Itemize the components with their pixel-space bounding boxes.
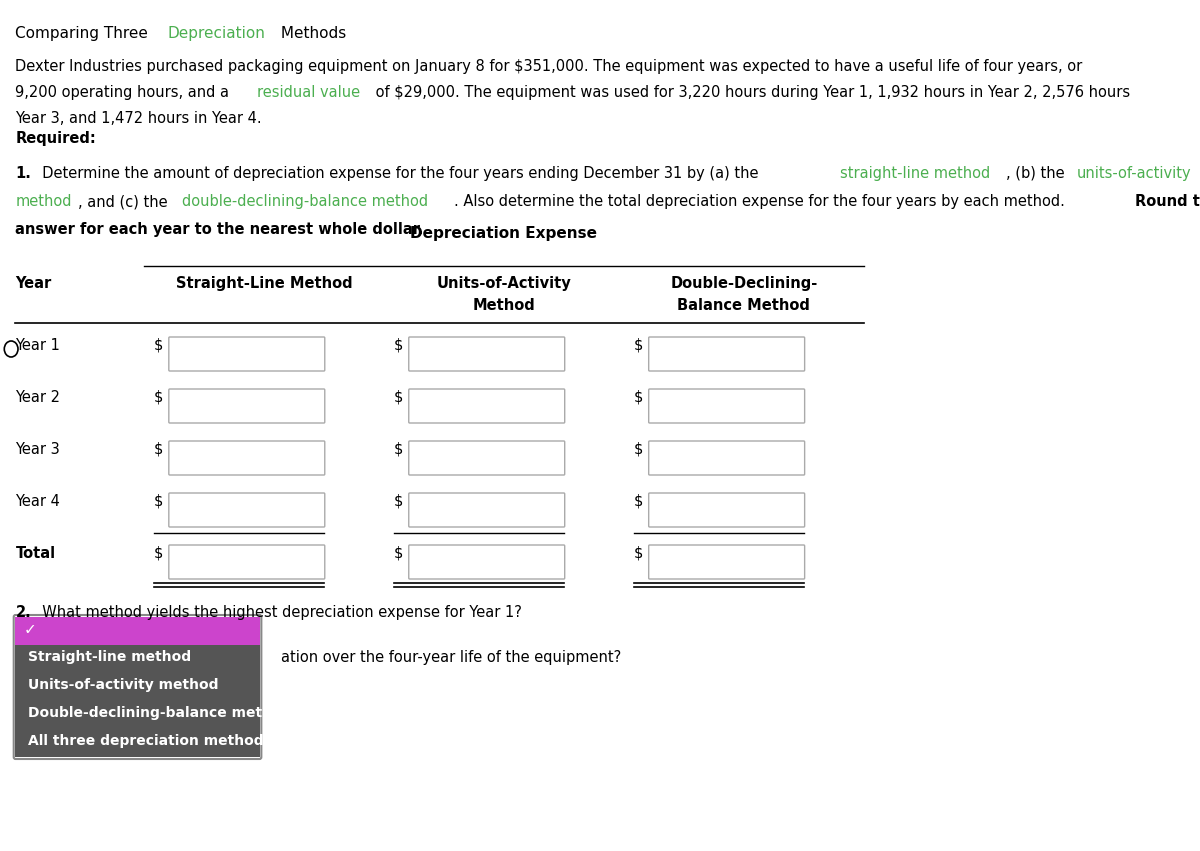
Text: straight-line method: straight-line method xyxy=(840,166,990,181)
Text: What method yields the highest depreciation expense for Year 1?: What method yields the highest depreciat… xyxy=(32,605,522,620)
Text: All three depreciation methods: All three depreciation methods xyxy=(29,734,272,748)
FancyBboxPatch shape xyxy=(649,389,805,423)
Text: Year 3, and 1,472 hours in Year 4.: Year 3, and 1,472 hours in Year 4. xyxy=(16,111,262,126)
Text: $: $ xyxy=(394,390,403,405)
Text: $: $ xyxy=(155,442,163,457)
FancyBboxPatch shape xyxy=(16,701,259,729)
Text: $: $ xyxy=(634,390,643,405)
Text: Year 1: Year 1 xyxy=(16,338,60,353)
FancyBboxPatch shape xyxy=(409,441,565,475)
Text: $: $ xyxy=(394,546,403,561)
Text: $: $ xyxy=(155,390,163,405)
Text: $: $ xyxy=(634,546,643,561)
Text: Double-declining-balance method: Double-declining-balance method xyxy=(29,706,292,720)
FancyBboxPatch shape xyxy=(409,389,565,423)
Text: $: $ xyxy=(155,494,163,509)
FancyBboxPatch shape xyxy=(409,337,565,371)
Text: Determine the amount of depreciation expense for the four years ending December : Determine the amount of depreciation exp… xyxy=(32,166,763,181)
FancyBboxPatch shape xyxy=(169,493,325,527)
Text: Round th: Round th xyxy=(1135,194,1200,209)
FancyBboxPatch shape xyxy=(169,441,325,475)
Text: ✓: ✓ xyxy=(24,622,37,637)
Text: Units-of-activity method: Units-of-activity method xyxy=(29,678,218,692)
Text: Year 3: Year 3 xyxy=(16,442,60,457)
FancyBboxPatch shape xyxy=(169,337,325,371)
Text: Straight-Line Method: Straight-Line Method xyxy=(175,276,353,291)
FancyBboxPatch shape xyxy=(16,729,259,757)
Text: , (b) the: , (b) the xyxy=(1007,166,1069,181)
Text: Units-of-Activity: Units-of-Activity xyxy=(437,276,571,291)
Text: $: $ xyxy=(394,494,403,509)
Text: ation over the four-year life of the equipment?: ation over the four-year life of the equ… xyxy=(281,650,622,665)
FancyBboxPatch shape xyxy=(16,645,259,673)
Text: Comparing Three: Comparing Three xyxy=(16,26,154,41)
FancyBboxPatch shape xyxy=(649,493,805,527)
Text: $: $ xyxy=(155,546,163,561)
FancyBboxPatch shape xyxy=(169,389,325,423)
Text: of $29,000. The equipment was used for 3,220 hours during Year 1, 1,932 hours in: of $29,000. The equipment was used for 3… xyxy=(371,85,1130,100)
Text: Year: Year xyxy=(16,276,52,291)
Text: Year 2: Year 2 xyxy=(16,390,60,405)
Text: residual value: residual value xyxy=(257,85,360,100)
Text: $: $ xyxy=(634,494,643,509)
FancyBboxPatch shape xyxy=(16,673,259,701)
Text: $: $ xyxy=(634,442,643,457)
Text: answer for each year to the nearest whole dollar.: answer for each year to the nearest whol… xyxy=(16,222,424,237)
FancyBboxPatch shape xyxy=(649,337,805,371)
Text: Dexter Industries purchased packaging equipment on January 8 for $351,000. The e: Dexter Industries purchased packaging eq… xyxy=(16,59,1082,74)
Text: Methods: Methods xyxy=(276,26,347,41)
FancyBboxPatch shape xyxy=(649,441,805,475)
Text: Straight-line method: Straight-line method xyxy=(29,650,192,664)
Text: Double-Declining-: Double-Declining- xyxy=(670,276,817,291)
Text: units-of-activity: units-of-activity xyxy=(1076,166,1190,181)
Text: 9,200 operating hours, and a: 9,200 operating hours, and a xyxy=(16,85,234,100)
Text: $: $ xyxy=(155,338,163,353)
FancyBboxPatch shape xyxy=(169,545,325,579)
FancyBboxPatch shape xyxy=(649,545,805,579)
Text: $: $ xyxy=(394,442,403,457)
Text: Depreciation: Depreciation xyxy=(168,26,265,41)
Text: Total: Total xyxy=(16,546,55,561)
FancyBboxPatch shape xyxy=(409,545,565,579)
Text: $: $ xyxy=(634,338,643,353)
Text: , and (c) the: , and (c) the xyxy=(78,194,172,209)
Text: Balance Method: Balance Method xyxy=(677,298,810,313)
Text: $: $ xyxy=(394,338,403,353)
Text: 1.: 1. xyxy=(16,166,31,181)
Text: Method: Method xyxy=(473,298,535,313)
Text: Depreciation Expense: Depreciation Expense xyxy=(410,226,598,241)
Text: Year 4: Year 4 xyxy=(16,494,60,509)
Text: method: method xyxy=(16,194,72,209)
FancyBboxPatch shape xyxy=(409,493,565,527)
Text: 2.: 2. xyxy=(16,605,31,620)
Text: Required:: Required: xyxy=(16,131,96,146)
Text: . Also determine the total depreciation expense for the four years by each metho: . Also determine the total depreciation … xyxy=(455,194,1069,209)
Text: double-declining-balance method: double-declining-balance method xyxy=(182,194,428,209)
FancyBboxPatch shape xyxy=(16,617,259,645)
